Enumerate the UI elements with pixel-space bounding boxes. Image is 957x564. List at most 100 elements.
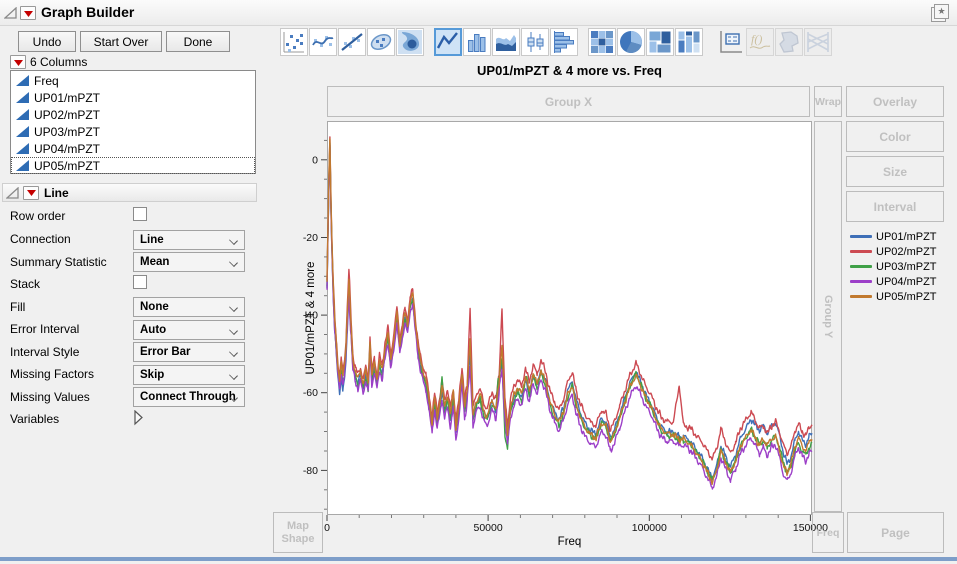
column-item-label: UP02/mPZT bbox=[34, 108, 100, 122]
fill-select[interactable]: None bbox=[133, 297, 245, 317]
map-shape-label: Map Shape bbox=[278, 520, 318, 546]
drop-zone-group-x[interactable]: Group X bbox=[327, 86, 810, 117]
pie-chart-icon bbox=[619, 30, 643, 54]
missing-values-label: Missing Values bbox=[10, 390, 90, 404]
drop-zone-overlay[interactable]: Overlay bbox=[846, 86, 944, 117]
x-tick-label: 100000 bbox=[632, 522, 667, 534]
drop-zone-interval[interactable]: Interval bbox=[846, 191, 944, 222]
fill-value: None bbox=[140, 301, 169, 313]
done-button[interactable]: Done bbox=[166, 31, 230, 52]
formula-element-button: f() bbox=[746, 28, 774, 56]
undo-button[interactable]: Undo bbox=[18, 31, 76, 52]
outline-disclosure-icon[interactable] bbox=[4, 7, 17, 19]
summary-statistic-select[interactable]: Mean bbox=[133, 252, 245, 272]
smoother-element-button[interactable] bbox=[309, 28, 337, 56]
ellipse-element-button[interactable] bbox=[367, 28, 395, 56]
treemap-element-button[interactable] bbox=[646, 28, 674, 56]
bar-element-button[interactable] bbox=[463, 28, 491, 56]
y-axis-label: UP01/mPZT & 4 more bbox=[305, 262, 317, 375]
drop-zone-map-shape[interactable]: Map Shape bbox=[273, 512, 323, 553]
column-item-up05[interactable]: UP05/mPZT bbox=[11, 157, 255, 174]
contour-element-button[interactable] bbox=[396, 28, 424, 56]
continuous-column-icon bbox=[16, 126, 29, 137]
parallel-plot-element-button bbox=[804, 28, 832, 56]
drop-zone-size[interactable]: Size bbox=[846, 156, 944, 187]
legend-item-up04[interactable]: UP04/mPZT bbox=[850, 274, 937, 289]
drop-zone-freq[interactable]: Freq bbox=[812, 512, 844, 553]
y-tick-label: 0 bbox=[312, 154, 318, 166]
treemap-icon bbox=[648, 30, 672, 54]
column-item-up03[interactable]: UP03/mPZT bbox=[11, 123, 255, 140]
summary-statistic-value: Mean bbox=[140, 256, 169, 268]
mosaic-element-button[interactable] bbox=[675, 28, 703, 56]
legend-item-up03[interactable]: UP03/mPZT bbox=[850, 259, 937, 274]
column-item-freq[interactable]: Freq bbox=[11, 72, 255, 89]
heatmap-element-button[interactable] bbox=[588, 28, 616, 56]
y-tick-label: -80 bbox=[303, 465, 318, 477]
outline-disclosure-icon[interactable] bbox=[6, 187, 19, 199]
line-red-triangle-menu-button[interactable] bbox=[23, 186, 39, 200]
box-plot-element-button[interactable] bbox=[521, 28, 549, 56]
variables-disclosure-icon[interactable] bbox=[133, 410, 143, 426]
chart-title: UP01/mPZT & 4 more vs. Freq bbox=[327, 63, 812, 78]
start-over-button[interactable]: Start Over bbox=[80, 31, 162, 52]
legend-swatch-up04 bbox=[850, 280, 872, 283]
line-panel-header: Line bbox=[2, 183, 257, 202]
connection-label: Connection bbox=[10, 232, 71, 246]
error-interval-value: Auto bbox=[140, 324, 166, 336]
red-triangle-menu-button[interactable] bbox=[20, 6, 36, 20]
missing-values-select[interactable]: Connect Through bbox=[133, 387, 245, 407]
line-element-button[interactable] bbox=[434, 28, 462, 56]
y-tick-label: -20 bbox=[303, 232, 318, 244]
red-triangle-icon bbox=[13, 58, 24, 67]
column-item-label: UP03/mPZT bbox=[34, 125, 100, 139]
columns-panel-header: 6 Columns bbox=[10, 55, 87, 69]
column-item-up04[interactable]: UP04/mPZT bbox=[11, 140, 255, 157]
map-shape-icon bbox=[777, 30, 801, 54]
line-of-fit-element-button[interactable] bbox=[338, 28, 366, 56]
columns-count-label: 6 Columns bbox=[30, 55, 87, 69]
area-element-button[interactable] bbox=[492, 28, 520, 56]
column-item-up01[interactable]: UP01/mPZT bbox=[11, 89, 255, 106]
error-interval-select[interactable]: Auto bbox=[133, 320, 245, 340]
connection-value: Line bbox=[140, 234, 164, 246]
legend-item-up05[interactable]: UP05/mPZT bbox=[850, 289, 937, 304]
column-item-label: Freq bbox=[34, 74, 59, 88]
points-element-button[interactable] bbox=[280, 28, 308, 56]
legend-swatch-up05 bbox=[850, 295, 872, 298]
line-panel-title: Line bbox=[44, 186, 69, 200]
legend-item-up02[interactable]: UP02/mPZT bbox=[850, 244, 937, 259]
caption-box-element-button[interactable] bbox=[717, 28, 745, 56]
drop-zone-page[interactable]: Page bbox=[847, 512, 944, 553]
plot-area[interactable]: 0-20-40-60-80050000100000150000 bbox=[327, 121, 812, 515]
element-palette: f() bbox=[280, 28, 833, 56]
drop-zone-wrap[interactable]: Wrap bbox=[814, 86, 842, 117]
columns-red-triangle-menu-button[interactable] bbox=[10, 55, 26, 69]
parallel-plot-icon bbox=[806, 30, 830, 54]
pie-element-button[interactable] bbox=[617, 28, 645, 56]
stack-checkbox[interactable] bbox=[133, 275, 147, 289]
bookmark-star-icon[interactable]: ★ bbox=[934, 4, 949, 19]
bar-chart-icon bbox=[465, 30, 489, 54]
error-interval-label: Error Interval bbox=[10, 322, 79, 336]
column-item-up02[interactable]: UP02/mPZT bbox=[11, 106, 255, 123]
column-item-label: UP01/mPZT bbox=[34, 91, 100, 105]
line-chart-icon bbox=[436, 30, 460, 54]
mosaic-plot-icon bbox=[677, 30, 701, 54]
area-chart-icon bbox=[494, 30, 518, 54]
missing-factors-select[interactable]: Skip bbox=[133, 365, 245, 385]
continuous-column-icon bbox=[16, 143, 29, 154]
legend-swatch-up03 bbox=[850, 265, 872, 268]
row-order-checkbox[interactable] bbox=[133, 207, 147, 221]
title-bar: Graph Builder ★ bbox=[0, 0, 957, 26]
drop-zone-color[interactable]: Color bbox=[846, 121, 944, 152]
red-triangle-icon bbox=[23, 9, 34, 18]
legend-item-up01[interactable]: UP01/mPZT bbox=[850, 229, 937, 244]
svg-text:f(): f() bbox=[751, 32, 762, 46]
histogram-element-button[interactable] bbox=[550, 28, 578, 56]
drop-zone-group-y[interactable]: Group Y bbox=[814, 121, 842, 512]
connection-select[interactable]: Line bbox=[133, 230, 245, 250]
legend-swatch-up02 bbox=[850, 250, 872, 253]
legend-label: UP02/mPZT bbox=[876, 246, 937, 258]
interval-style-select[interactable]: Error Bar bbox=[133, 342, 245, 362]
